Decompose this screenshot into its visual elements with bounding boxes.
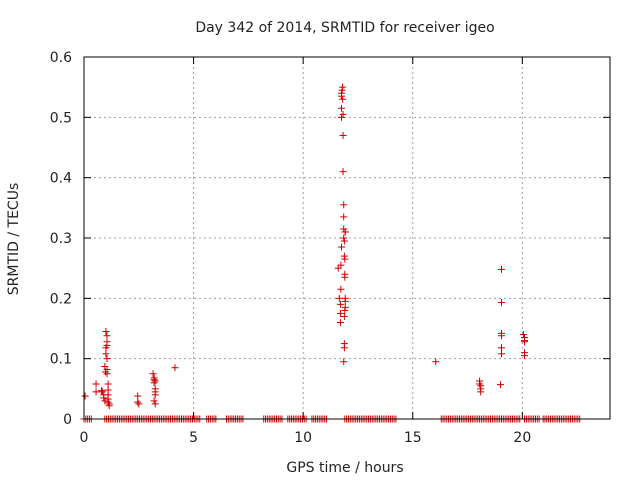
data-point xyxy=(340,237,348,245)
data-point xyxy=(339,131,347,139)
data-point xyxy=(337,285,345,293)
data-point xyxy=(104,398,112,406)
data-point xyxy=(341,273,349,281)
data-point xyxy=(103,370,111,378)
data-point xyxy=(103,355,111,363)
data-point xyxy=(476,380,484,388)
data-point xyxy=(338,243,346,251)
data-point xyxy=(498,350,506,358)
data-point xyxy=(341,306,349,314)
x-axis-label: GPS time / hours xyxy=(286,460,403,476)
data-point xyxy=(498,299,506,307)
data-point xyxy=(432,358,440,366)
x-tick-label: 0 xyxy=(80,430,89,446)
data-point xyxy=(101,397,109,405)
data-point xyxy=(338,89,346,97)
data-point xyxy=(339,83,347,91)
data-point xyxy=(498,265,506,273)
data-point xyxy=(134,392,142,400)
plot-frame xyxy=(83,56,611,420)
data-point xyxy=(339,168,347,176)
data-point xyxy=(521,352,529,360)
data-point xyxy=(340,234,348,242)
data-point xyxy=(103,332,111,340)
data-point xyxy=(336,309,344,317)
data-point xyxy=(135,400,143,408)
chart-title: Day 342 of 2014, SRMTID for receiver ige… xyxy=(195,20,494,36)
data-point xyxy=(341,228,349,236)
data-point xyxy=(498,329,506,337)
data-point xyxy=(100,394,108,402)
data-point xyxy=(104,380,112,388)
data-point xyxy=(335,294,343,302)
y-tick-label: 0.2 xyxy=(50,291,72,307)
x-tick-label: 5 xyxy=(189,430,198,446)
axis-ticks: 0 5 10 15 20 0 0.1 0.2 0.3 0.4 0.5 0.6 xyxy=(50,50,610,446)
data-point xyxy=(339,110,347,118)
data-point xyxy=(92,388,100,396)
data-point xyxy=(337,261,345,269)
data-point xyxy=(336,318,344,326)
x-tick-label: 15 xyxy=(404,430,422,446)
y-tick-label: 0.4 xyxy=(50,171,72,187)
data-point xyxy=(498,344,506,352)
data-point xyxy=(340,201,348,209)
x-tick-label: 20 xyxy=(513,430,531,446)
data-point xyxy=(519,331,527,339)
data-point xyxy=(341,255,349,263)
data-point xyxy=(149,370,157,378)
data-point xyxy=(338,104,346,112)
data-point xyxy=(151,400,159,408)
data-point xyxy=(151,377,159,385)
data-point xyxy=(340,358,348,366)
y-axis-label: SRMTID / TECUs xyxy=(6,183,22,296)
data-point xyxy=(150,397,158,405)
data-point xyxy=(340,312,348,320)
data-point xyxy=(339,95,347,103)
data-point xyxy=(105,402,113,410)
data-point xyxy=(171,364,179,372)
data-point xyxy=(341,297,349,305)
grid xyxy=(84,57,610,419)
data-point xyxy=(92,380,100,388)
data-point xyxy=(99,388,107,396)
data-point xyxy=(151,391,159,399)
y-tick-label: 0.1 xyxy=(50,352,72,368)
data-point xyxy=(102,328,110,336)
data-point xyxy=(336,300,344,308)
data-point xyxy=(340,344,348,352)
data-point xyxy=(134,398,142,406)
y-tick-label: 0.5 xyxy=(50,110,72,126)
data-point xyxy=(102,350,110,358)
data-point xyxy=(521,338,529,346)
y-tick-label: 0 xyxy=(63,412,72,428)
data-point xyxy=(81,392,89,400)
data-point xyxy=(150,379,158,387)
y-tick-label: 0.6 xyxy=(50,50,72,66)
data-point xyxy=(477,388,485,396)
data-point xyxy=(496,381,504,389)
data-point xyxy=(98,387,106,395)
data-point xyxy=(340,225,348,233)
y-tick-label: 0.3 xyxy=(50,231,72,247)
data-point xyxy=(338,113,346,121)
data-point xyxy=(103,341,111,349)
x-tick-label: 10 xyxy=(294,430,312,446)
data-point xyxy=(340,213,348,221)
